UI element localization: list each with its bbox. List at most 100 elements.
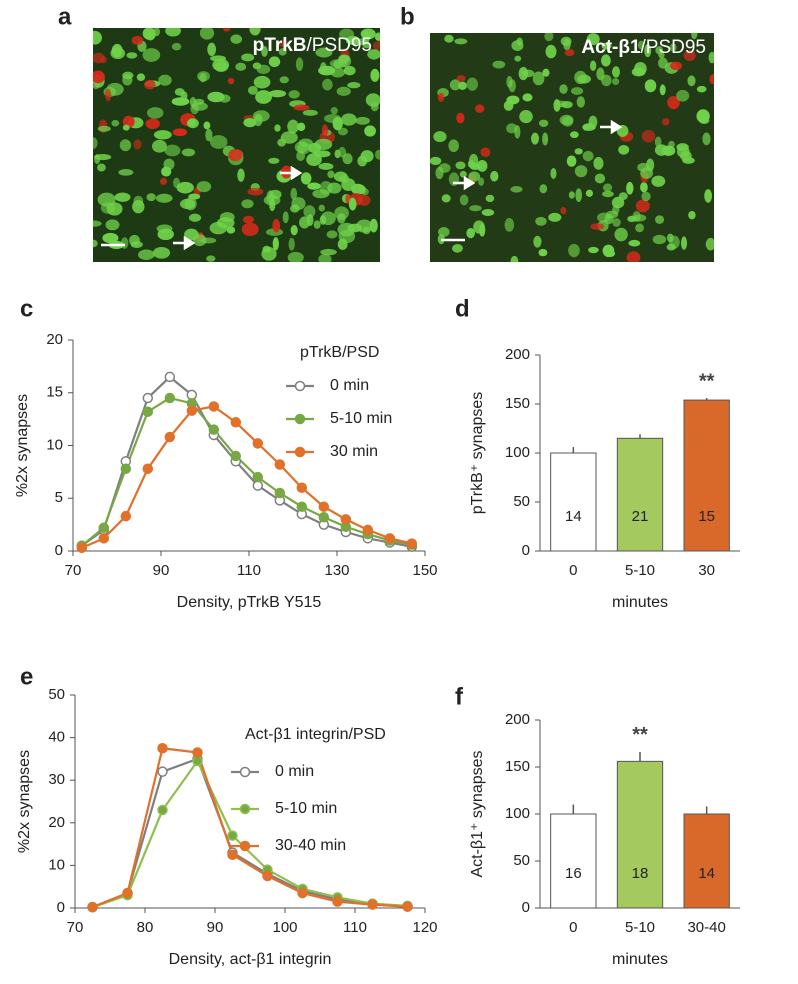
x-tick-label: 30	[698, 562, 715, 579]
puncta	[111, 43, 123, 58]
puncta	[631, 67, 646, 77]
puncta	[456, 112, 465, 124]
puncta	[433, 131, 447, 143]
puncta	[247, 85, 258, 95]
puncta	[291, 197, 306, 211]
puncta	[302, 109, 318, 116]
puncta	[545, 44, 557, 59]
puncta	[612, 77, 620, 86]
puncta	[475, 104, 485, 113]
legend-marker	[294, 380, 306, 392]
puncta	[321, 124, 329, 137]
bar	[683, 813, 730, 909]
y-tick-label: 10	[46, 436, 63, 453]
series-line	[92, 758, 408, 909]
puncta	[205, 128, 213, 142]
puncta	[696, 109, 710, 124]
data-point	[186, 389, 198, 401]
y-tick-label: 150	[505, 758, 530, 775]
bar-count: 21	[632, 508, 649, 525]
puncta	[278, 48, 287, 56]
puncta	[268, 56, 281, 68]
puncta	[300, 172, 312, 185]
puncta	[157, 228, 174, 240]
puncta	[538, 119, 549, 128]
puncta	[364, 125, 376, 137]
legend-marker	[239, 766, 251, 778]
data-point	[406, 538, 418, 549]
puncta	[138, 249, 155, 260]
puncta	[602, 190, 614, 198]
puncta	[318, 162, 334, 170]
puncta	[287, 251, 304, 262]
data-point	[367, 899, 378, 910]
puncta	[209, 135, 228, 149]
puncta	[174, 88, 185, 96]
puncta	[696, 85, 707, 93]
puncta	[510, 185, 523, 193]
puncta	[147, 107, 164, 119]
puncta	[641, 191, 651, 202]
puncta	[702, 132, 711, 146]
puncta	[688, 210, 696, 220]
puncta	[637, 40, 645, 50]
puncta	[307, 182, 321, 190]
puncta	[333, 60, 343, 69]
puncta	[247, 187, 264, 196]
legend-label: 30 min	[330, 443, 378, 460]
puncta	[466, 77, 478, 91]
y-tick-label: 0	[57, 899, 65, 916]
puncta	[322, 78, 333, 91]
image-title: Act-β1/PSD95	[581, 37, 706, 58]
puncta	[193, 98, 205, 105]
y-tick-label: 20	[48, 814, 65, 831]
puncta	[288, 237, 295, 251]
puncta	[531, 132, 539, 145]
puncta	[158, 74, 172, 86]
puncta	[669, 43, 677, 52]
puncta	[337, 238, 348, 250]
puncta	[159, 177, 168, 185]
puncta	[155, 193, 173, 203]
puncta	[102, 232, 119, 244]
y-tick-label: 20	[46, 331, 63, 348]
puncta	[314, 138, 333, 151]
data-point	[142, 406, 154, 417]
image-title-bold: pTrkB	[253, 35, 307, 56]
y-tick-label: 200	[505, 346, 530, 363]
y-tick-label: 0	[55, 542, 63, 559]
puncta	[188, 213, 202, 222]
puncta	[355, 116, 370, 125]
data-point	[122, 887, 133, 899]
puncta	[254, 113, 263, 127]
puncta	[469, 205, 482, 212]
puncta	[152, 246, 171, 259]
puncta	[508, 79, 516, 93]
puncta	[504, 217, 515, 232]
puncta	[171, 42, 182, 51]
puncta	[122, 74, 133, 86]
data-point	[208, 401, 220, 412]
puncta	[601, 54, 611, 67]
puncta	[492, 60, 506, 69]
y-tick-label: 0	[522, 542, 530, 559]
puncta	[576, 96, 585, 108]
puncta	[176, 181, 194, 194]
puncta	[241, 53, 255, 62]
panel-label: b	[400, 3, 415, 30]
puncta	[277, 138, 286, 147]
legend-title: Act-β1 integrin/PSD	[245, 726, 386, 743]
puncta	[119, 139, 132, 152]
puncta	[189, 96, 197, 107]
puncta	[574, 165, 588, 178]
legend-label: 0 min	[275, 763, 314, 780]
puncta	[437, 92, 445, 102]
series-line	[81, 396, 413, 547]
puncta	[570, 131, 579, 139]
puncta	[478, 177, 485, 186]
puncta	[606, 250, 616, 257]
puncta	[277, 40, 290, 48]
puncta	[664, 146, 672, 156]
bar-count: 14	[565, 508, 582, 525]
